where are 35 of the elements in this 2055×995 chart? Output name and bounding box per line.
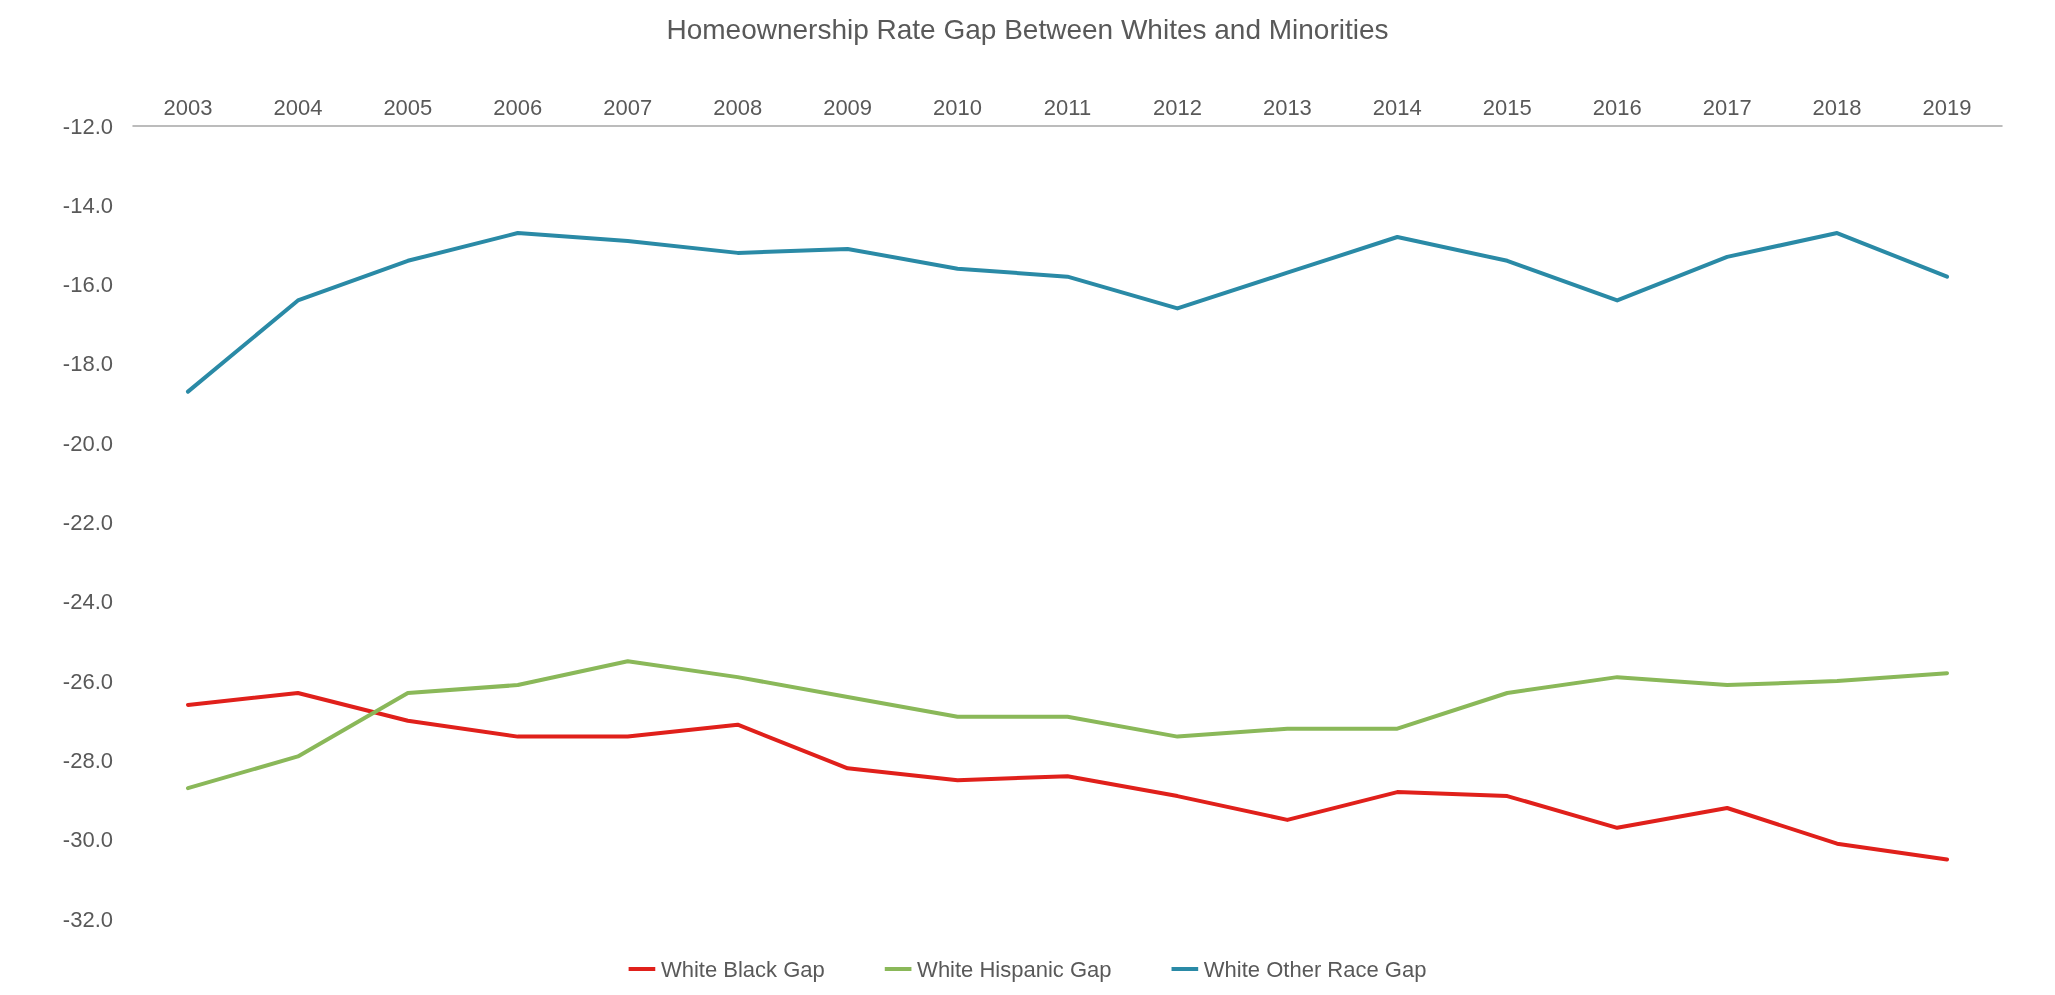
line-series bbox=[185, 691, 1950, 862]
chart-title: Homeownership Rate Gap Between Whites and Minorities bbox=[666, 13, 1389, 45]
y-tick-label: -12.0 bbox=[62, 113, 113, 139]
x-tick-label: 2006 bbox=[493, 94, 543, 120]
x-tick-label: 2008 bbox=[713, 94, 763, 120]
y-tick-label: -26.0 bbox=[62, 668, 113, 694]
x-tick-label: 2011 bbox=[1043, 94, 1092, 120]
y-tick-label: -20.0 bbox=[62, 430, 113, 456]
y-tick-label: -28.0 bbox=[62, 747, 113, 773]
x-tick-label: 2003 bbox=[163, 94, 213, 120]
y-tick-label: -22.0 bbox=[62, 510, 113, 535]
x-tick-label: 2014 bbox=[1372, 94, 1422, 120]
y-tick-label: -30.0 bbox=[62, 827, 113, 853]
x-tick-label: 2018 bbox=[1812, 94, 1862, 120]
x-tick-label: 2009 bbox=[823, 94, 873, 120]
x-tick-label: 2017 bbox=[1702, 94, 1752, 120]
x-tick-label: 2013 bbox=[1262, 94, 1312, 120]
x-tick-label: 2004 bbox=[273, 94, 323, 120]
x-tick-label: 2015 bbox=[1482, 94, 1532, 120]
x-tick-label: 2016 bbox=[1592, 94, 1642, 120]
y-tick-label: -14.0 bbox=[62, 192, 113, 218]
y-tick-label: -18.0 bbox=[62, 351, 113, 377]
x-tick-label: 2005 bbox=[383, 94, 433, 120]
line-series bbox=[185, 659, 1950, 791]
y-tick-label: -32.0 bbox=[62, 906, 113, 932]
x-tick-label: 2012 bbox=[1152, 94, 1202, 120]
x-tick-label: 2010 bbox=[933, 94, 983, 120]
y-tick-label: -16.0 bbox=[62, 272, 113, 298]
x-tick-label: 2007 bbox=[603, 94, 653, 120]
x-tick-label: 2019 bbox=[1922, 94, 1972, 120]
line-series bbox=[185, 231, 1950, 394]
legend-label: White Other Race Gap bbox=[1203, 956, 1427, 982]
legend-label: White Black Gap bbox=[660, 956, 825, 982]
y-tick-label: -24.0 bbox=[62, 589, 113, 615]
legend-label: White Hispanic Gap bbox=[917, 956, 1112, 982]
